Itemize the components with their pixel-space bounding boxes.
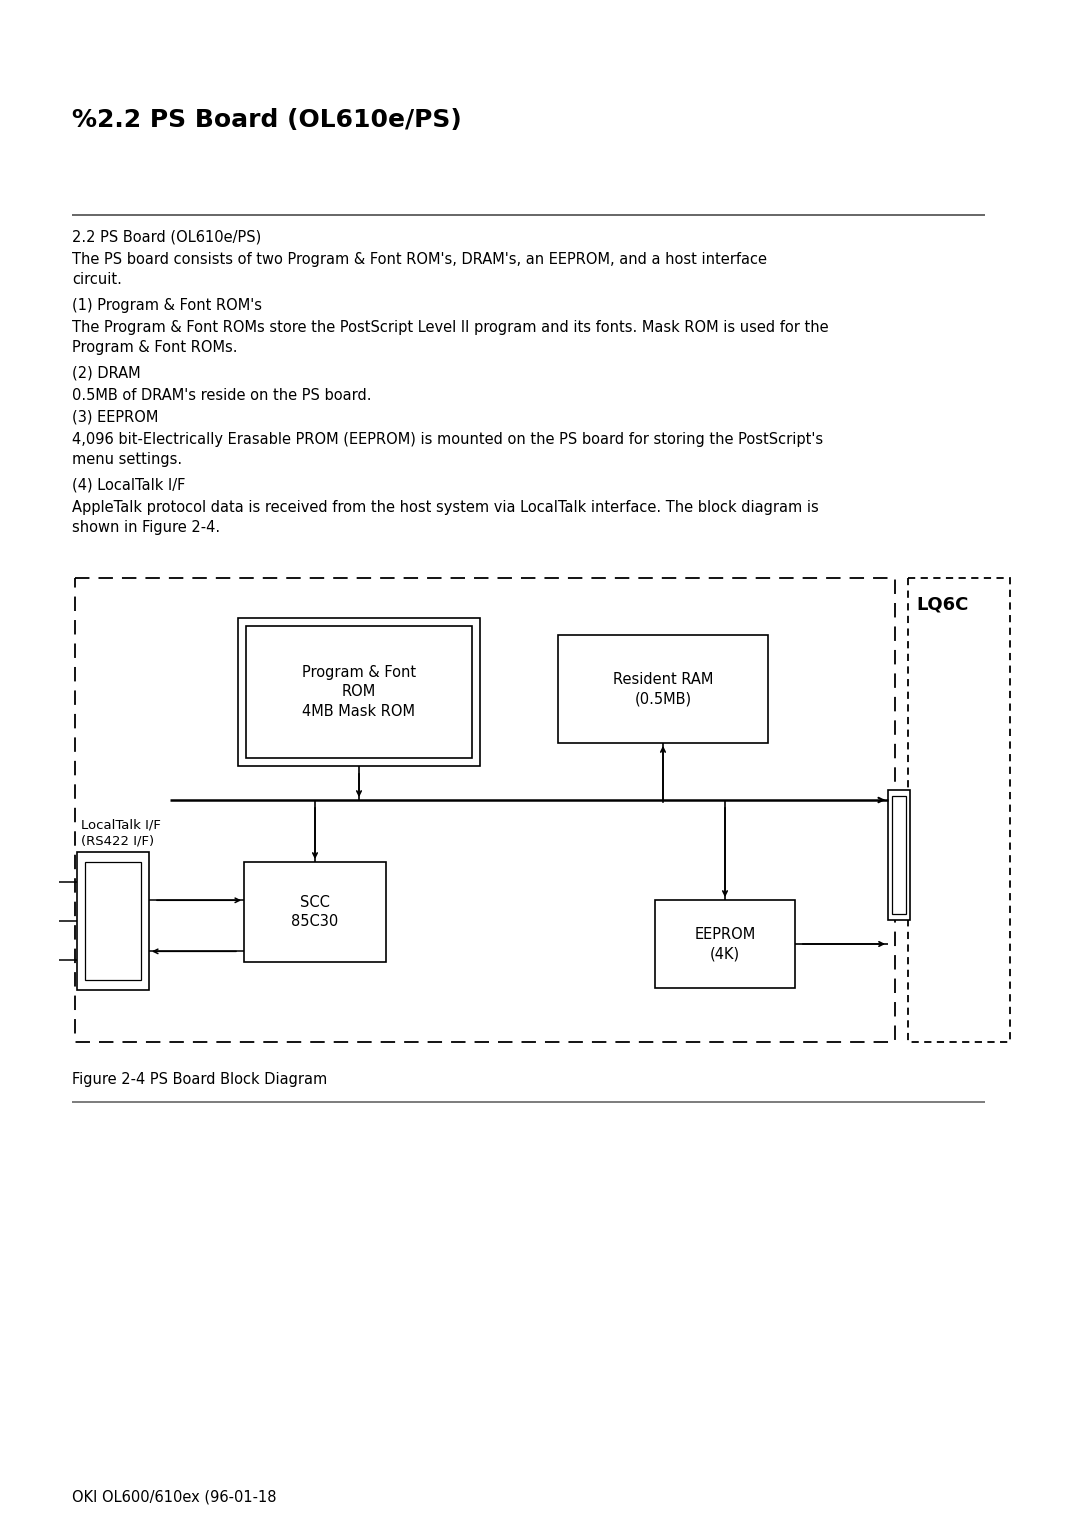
Text: Resident RAM
(0.5MB): Resident RAM (0.5MB) xyxy=(612,672,713,706)
Text: The Program & Font ROMs store the PostScript Level II program and its fonts. Mas: The Program & Font ROMs store the PostSc… xyxy=(72,319,828,354)
Text: OKI OL600/610ex (96-01-18: OKI OL600/610ex (96-01-18 xyxy=(72,1490,276,1505)
Bar xyxy=(558,636,768,743)
Bar xyxy=(85,862,141,979)
Text: EEPROM
(4K): EEPROM (4K) xyxy=(694,926,756,961)
Text: (3) EEPROM: (3) EEPROM xyxy=(72,410,159,425)
Text: (1) Program & Font ROM's: (1) Program & Font ROM's xyxy=(72,298,262,313)
Text: Figure 2-4 PS Board Block Diagram: Figure 2-4 PS Board Block Diagram xyxy=(72,1073,327,1086)
Text: Program & Font
ROM
4MB Mask ROM: Program & Font ROM 4MB Mask ROM xyxy=(302,665,416,720)
Text: 4,096 bit-Electrically Erasable PROM (EEPROM) is mounted on the PS board for sto: 4,096 bit-Electrically Erasable PROM (EE… xyxy=(72,432,823,466)
Bar xyxy=(654,900,795,989)
Bar xyxy=(238,617,480,766)
Text: SCC
85C30: SCC 85C30 xyxy=(292,894,339,929)
Text: AppleTalk protocol data is received from the host system via LocalTalk interface: AppleTalk protocol data is received from… xyxy=(72,500,819,535)
Bar xyxy=(892,796,906,914)
Bar xyxy=(75,578,895,1042)
Text: (4) LocalTalk I/F: (4) LocalTalk I/F xyxy=(72,478,186,494)
Text: 0.5MB of DRAM's reside on the PS board.: 0.5MB of DRAM's reside on the PS board. xyxy=(72,388,372,403)
Text: LQ6C: LQ6C xyxy=(916,596,969,614)
Bar xyxy=(77,853,149,990)
Text: 2.2 PS Board (OL610e/PS): 2.2 PS Board (OL610e/PS) xyxy=(72,231,261,244)
Bar xyxy=(888,790,910,920)
Bar xyxy=(246,626,472,758)
Bar xyxy=(908,578,1010,1042)
Text: The PS board consists of two Program & Font ROM's, DRAM's, an EEPROM, and a host: The PS board consists of two Program & F… xyxy=(72,252,767,287)
Bar xyxy=(244,862,386,963)
Text: %2.2 PS Board (OL610e/PS): %2.2 PS Board (OL610e/PS) xyxy=(72,108,462,131)
Text: (2) DRAM: (2) DRAM xyxy=(72,367,140,380)
Text: LocalTalk I/F
(RS422 I/F): LocalTalk I/F (RS422 I/F) xyxy=(81,817,161,848)
